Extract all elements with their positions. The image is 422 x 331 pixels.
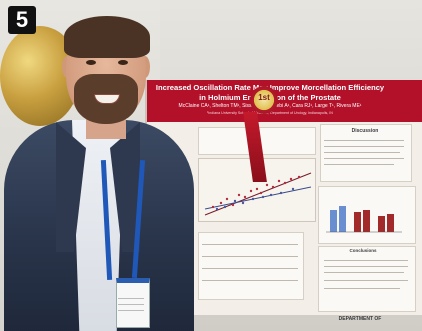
poster-conclusions-panel [318,246,416,312]
photo-number-label: 5 [8,6,36,34]
poster-affiliation: ¹Indiana University School of Medicine, … [207,111,333,115]
poster-department-footer: DEPARTMENT OF [338,316,382,322]
eye-left [86,60,96,65]
hair [64,16,150,58]
poster-conclusions-heading: Conclusions [349,248,377,253]
award-ribbon-label: 1st [258,93,270,102]
name-badge [116,278,150,328]
eye-right [118,60,128,65]
poster-discussion-heading: Discussion [351,128,379,134]
award-ribbon-rosette [250,86,278,114]
poster-discussion-panel [320,124,412,182]
poster-header: Increased Oscillation Rate May Improve M… [147,80,422,122]
scatter-graphic [204,172,312,216]
poster-table-bottom [198,232,304,300]
poster-bar-chart [326,206,402,233]
